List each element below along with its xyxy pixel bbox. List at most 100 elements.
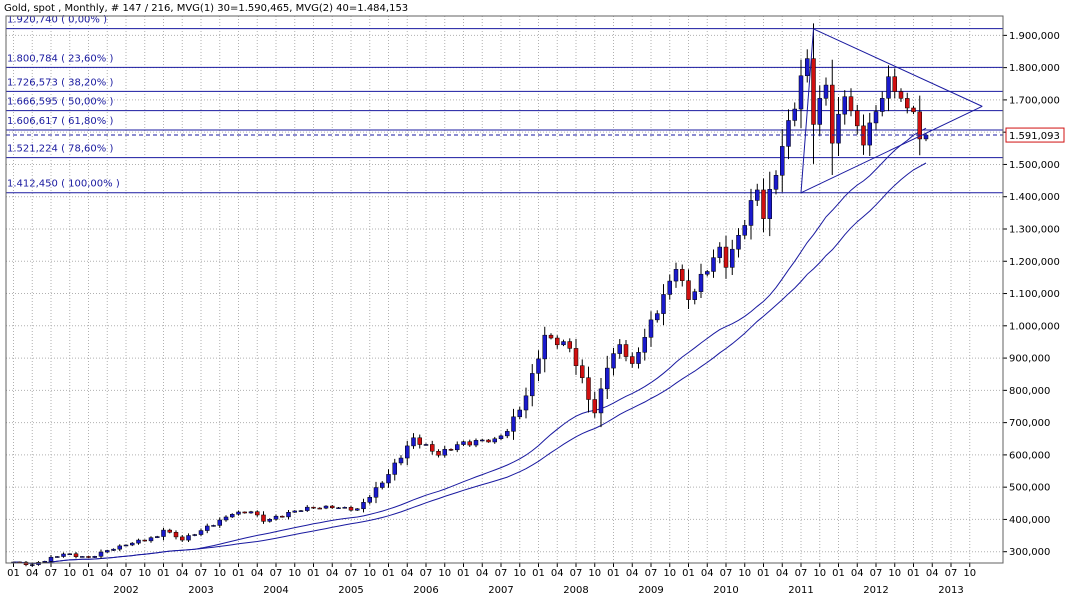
candle-body-up xyxy=(492,438,497,443)
candle xyxy=(523,387,529,419)
x-month-label: 07 xyxy=(945,568,958,579)
candle-body-up xyxy=(611,353,616,369)
x-month-label: 04 xyxy=(626,568,639,579)
candle-body-up xyxy=(473,440,479,446)
candle-body-up xyxy=(748,200,754,226)
candle xyxy=(123,544,129,547)
candle xyxy=(242,511,247,514)
candle xyxy=(517,406,522,420)
candle-body-down xyxy=(467,441,472,446)
candle xyxy=(405,440,410,466)
x-month-label: 07 xyxy=(495,568,508,579)
candle-body-up xyxy=(511,416,516,432)
y-tick-label: 600,000 xyxy=(1009,450,1050,461)
x-year-label: 2005 xyxy=(338,585,363,596)
fib-level-label: 1.521,224 ( 78,60% ) xyxy=(7,144,113,155)
candle-body-down xyxy=(242,511,247,514)
candle xyxy=(548,333,554,340)
x-month-label: 04 xyxy=(476,568,489,579)
candle xyxy=(442,445,447,458)
candle xyxy=(292,510,297,513)
candle-body-down xyxy=(580,365,585,378)
x-month-label: 07 xyxy=(420,568,433,579)
candle-body-down xyxy=(630,356,635,364)
candle-body-up xyxy=(355,508,360,511)
y-tick-label: 500,000 xyxy=(1009,483,1050,494)
candle-body-up xyxy=(661,294,666,314)
candle-body-up xyxy=(192,534,197,536)
x-month-label: 10 xyxy=(513,568,526,579)
candle-body-down xyxy=(430,444,435,452)
fib-level-label: 1.800,784 ( 23,60% ) xyxy=(7,53,113,64)
candle-body-up xyxy=(161,529,166,537)
candle xyxy=(580,359,585,384)
candle-body-up xyxy=(823,84,829,99)
y-tick-label: 1.200,000 xyxy=(1009,257,1060,268)
x-month-label: 04 xyxy=(251,568,264,579)
x-month-label: 10 xyxy=(363,568,376,579)
candle-body-up xyxy=(880,98,885,112)
candle-body-up xyxy=(55,556,60,558)
candle-body-up xyxy=(873,111,879,124)
y-tick-label: 1.500,000 xyxy=(1009,160,1060,171)
candle-body-up xyxy=(636,352,641,364)
x-month-label: 01 xyxy=(757,568,770,579)
candle xyxy=(661,284,666,326)
x-year-label: 2010 xyxy=(713,585,738,596)
x-year-label: 2008 xyxy=(563,585,588,596)
candle-body-up xyxy=(105,550,110,553)
candle-body-up xyxy=(155,536,160,538)
candle xyxy=(817,85,822,136)
x-axis: 01 04 07 10 01 04 07 10 01 04 07 10 01 04 07 10 01 04 07 10… xyxy=(7,563,976,596)
candle-body-up xyxy=(817,98,822,125)
candle-body-down xyxy=(548,334,554,339)
x-month-label: 04 xyxy=(26,568,39,579)
candle-body-up xyxy=(805,58,810,77)
y-tick-label: 900,000 xyxy=(1009,354,1050,365)
candle-body-up xyxy=(111,548,116,551)
candle xyxy=(767,171,772,237)
x-year-label: 2006 xyxy=(413,585,438,596)
candle xyxy=(848,88,854,117)
candle-body-up xyxy=(480,439,485,442)
candle xyxy=(761,178,766,233)
candle xyxy=(742,219,747,240)
candle-body-up xyxy=(117,545,122,550)
candle xyxy=(605,355,610,400)
candle-body-up xyxy=(217,519,222,526)
chart-title: Gold, spot , Monthly, # 147 / 216, MVG(1… xyxy=(4,3,408,14)
candle xyxy=(498,434,504,441)
candle-body-up xyxy=(736,235,741,250)
candle-body-down xyxy=(255,511,260,516)
candle xyxy=(830,59,835,176)
candle-body-up xyxy=(667,280,672,295)
x-month-label: 04 xyxy=(701,568,714,579)
x-month-label: 01 xyxy=(82,568,95,579)
candle xyxy=(592,391,597,418)
candle xyxy=(561,339,566,347)
x-month-label: 01 xyxy=(607,568,620,579)
x-month-label: 04 xyxy=(851,568,864,579)
candle-body-up xyxy=(730,248,735,268)
candle-body-up xyxy=(542,334,547,360)
candle-body-up xyxy=(198,530,204,535)
candle xyxy=(736,228,741,258)
candle xyxy=(430,440,435,455)
candle-body-up xyxy=(673,269,679,282)
candle-body-up xyxy=(767,189,772,219)
candle-body-down xyxy=(573,348,579,366)
candle-body-up xyxy=(442,449,447,456)
candle xyxy=(805,49,810,83)
candle-body-down xyxy=(417,437,422,445)
plot-frame xyxy=(5,15,1004,564)
candle xyxy=(705,269,710,277)
candle xyxy=(748,188,754,240)
candle xyxy=(917,95,922,156)
candle xyxy=(323,505,329,510)
candle xyxy=(673,262,679,288)
x-month-label: 10 xyxy=(63,568,76,579)
candle-body-up xyxy=(536,358,541,374)
y-tick-label: 1.900,000 xyxy=(1009,31,1060,42)
x-year-label: 2003 xyxy=(188,585,213,596)
